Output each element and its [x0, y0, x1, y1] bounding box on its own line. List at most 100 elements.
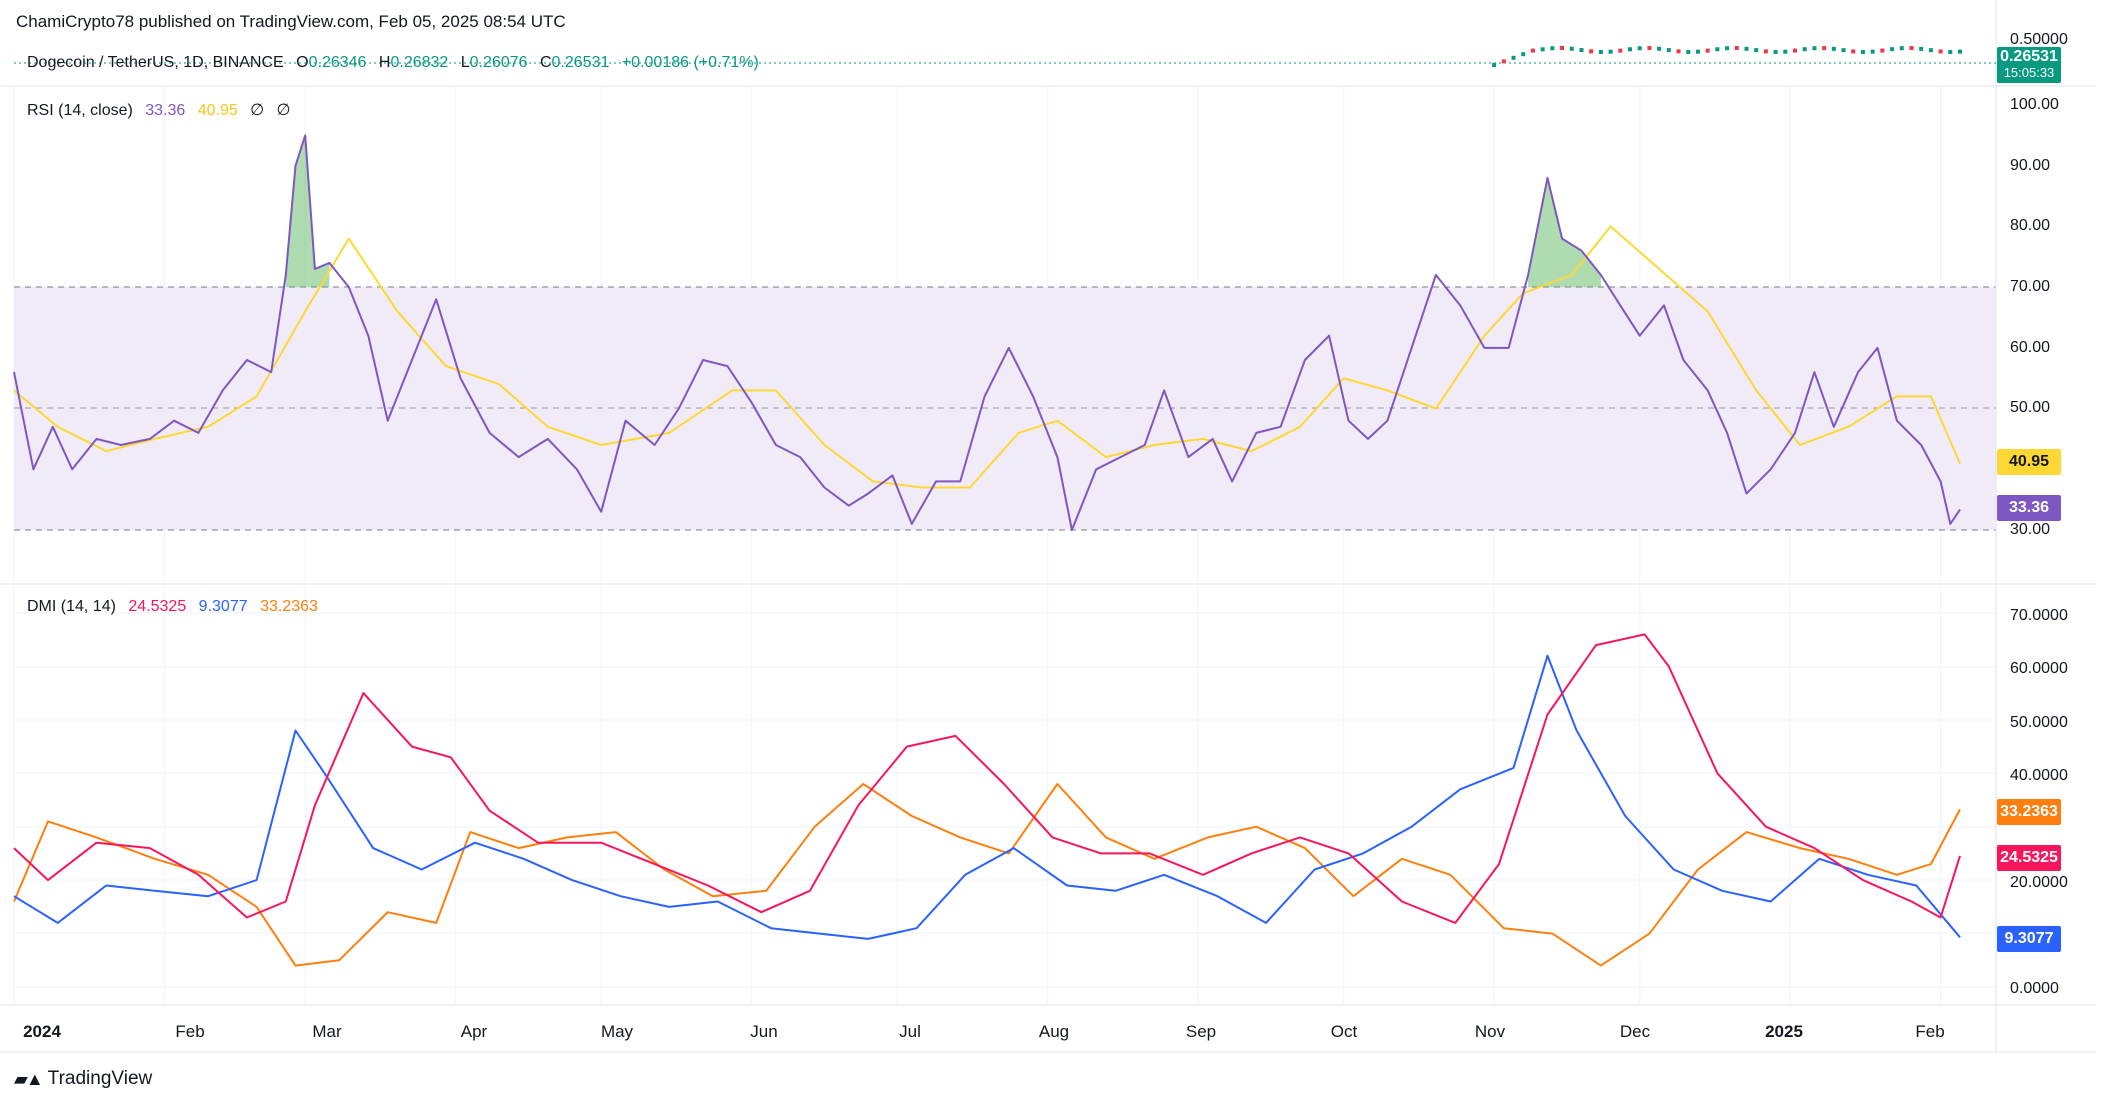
rsi-ma-line	[13, 225, 1961, 489]
time-label: May	[600, 1022, 634, 1041]
rsi-axis-label: 60.00	[2010, 339, 2051, 356]
price-candle	[1725, 46, 1730, 51]
time-label: Dec	[1619, 1022, 1651, 1041]
dmi-axis-label: 50.0000	[2010, 714, 2068, 731]
price-legend[interactable]: Dogecoin / TetherUS, 1D, BINANCE O0.2634…	[27, 54, 767, 72]
price-candle	[1676, 49, 1681, 54]
price-candle	[1705, 48, 1710, 53]
rsi-na-1: ∅	[250, 102, 265, 119]
dmi-axis-label: 0.0000	[2010, 980, 2059, 997]
dmi-axis-label: 20.0000	[2010, 874, 2068, 891]
price-candle	[1657, 46, 1662, 51]
high-value: 0.26832	[390, 54, 449, 71]
minus-di-tag: 9.3077	[1997, 926, 2061, 952]
minus-di-line	[13, 654, 1961, 940]
price-candle	[1773, 49, 1778, 54]
price-candle	[1754, 48, 1759, 53]
dmi-axis-label: 70.0000	[2010, 607, 2068, 624]
price-candle	[1880, 48, 1885, 53]
price-candle	[1958, 49, 1962, 54]
time-label-2024: 2024	[23, 1022, 61, 1041]
price-candle	[1511, 55, 1516, 60]
open-value: 0.26346	[308, 54, 367, 71]
rsi-na-2: ∅	[276, 102, 291, 119]
rsi-axis-label: 70.00	[2010, 278, 2051, 295]
overbought-fill	[285, 135, 330, 288]
chart-grid	[13, 86, 1996, 1005]
time-label-2025: 2025	[1765, 1022, 1803, 1041]
price-candle	[1618, 48, 1623, 53]
rsi-value: 33.36	[145, 102, 186, 119]
price-candle	[1666, 48, 1671, 53]
rsi-axis-label: 50.00	[2010, 399, 2051, 416]
price-candle	[1831, 46, 1836, 51]
time-label: Feb	[175, 1022, 205, 1041]
price-candle	[1948, 49, 1953, 54]
price-candle	[1812, 46, 1817, 51]
price-tag: 0.26531 15:05:33	[1997, 47, 2061, 83]
rsi-line	[13, 134, 1961, 531]
price-candle	[1870, 49, 1875, 54]
low-label: L	[460, 54, 470, 71]
price-candle	[1579, 48, 1584, 53]
time-label: Aug	[1038, 1022, 1070, 1041]
footer-branding[interactable]: ▰▲ TradingView	[14, 1068, 152, 1090]
price-candle	[1860, 49, 1865, 54]
time-label: Sep	[1185, 1022, 1217, 1041]
price-candle	[1734, 46, 1739, 51]
close-label: C	[539, 54, 552, 71]
dmi-axis-label: 60.0000	[2010, 660, 2068, 677]
price-candle	[1928, 48, 1933, 53]
dmi-title[interactable]: DMI (14, 14)	[27, 598, 116, 615]
symbol-name[interactable]: Dogecoin / TetherUS, 1D, BINANCE	[27, 54, 284, 71]
rsi-ma-tag: 40.95	[1997, 449, 2061, 475]
price-candle	[1492, 63, 1497, 67]
high-label: H	[378, 54, 391, 71]
price-candle	[1569, 46, 1574, 51]
price-candle	[1550, 46, 1555, 51]
publish-info: ChamiCrypto78 published on TradingView.c…	[16, 12, 566, 31]
price-tag-value: 0.26531	[2000, 48, 2058, 65]
rsi-axis-label: 30.00	[2010, 521, 2051, 538]
price-candle	[1909, 46, 1914, 51]
time-label: Apr	[460, 1022, 488, 1041]
price-candle	[1540, 47, 1545, 52]
price-candles	[1492, 46, 1962, 67]
rsi-axis-label: 90.00	[2010, 157, 2051, 174]
price-candle	[1686, 49, 1691, 54]
rsi-ma-value: 40.95	[197, 102, 238, 119]
price-candle	[1851, 49, 1856, 54]
time-label: Mar	[312, 1022, 342, 1041]
price-axis-top-label: 0.50000	[2010, 31, 2068, 48]
tradingview-logo-icon: ▰▲	[14, 1068, 44, 1089]
adx-tag: 33.2363	[1997, 799, 2061, 825]
price-candle	[1802, 47, 1807, 52]
rsi-title[interactable]: RSI (14, close)	[27, 102, 133, 119]
price-candle	[1938, 49, 1943, 54]
price-candle	[1919, 46, 1924, 51]
price-change: +0.00186 (+0.71%)	[621, 54, 759, 71]
price-candle	[1841, 48, 1846, 53]
price-candle	[1647, 46, 1652, 51]
dmi-legend[interactable]: DMI (14, 14) 24.5325 9.3077 33.2363	[27, 598, 326, 616]
minus-di-value: 9.3077	[198, 598, 248, 615]
price-candle	[1598, 49, 1603, 54]
footer-brand-text: TradingView	[47, 1068, 153, 1089]
rsi-legend[interactable]: RSI (14, close) 33.36 40.95 ∅ ∅	[27, 100, 299, 120]
price-candle	[1763, 49, 1768, 54]
rsi-tag: 33.36	[1997, 495, 2061, 521]
price-candle	[1589, 49, 1594, 54]
plus-di-tag: 24.5325	[1997, 845, 2061, 871]
plus-di-line	[13, 633, 1961, 924]
rsi-axis-label: 80.00	[2010, 217, 2051, 234]
time-label: Feb	[1915, 1022, 1945, 1041]
rsi-axis-label: 100.00	[2010, 96, 2059, 113]
time-label: Nov	[1474, 1022, 1506, 1041]
countdown: 15:05:33	[2003, 65, 2055, 80]
price-candle	[1793, 48, 1798, 53]
price-candle	[1890, 47, 1895, 52]
adx-line	[13, 783, 1961, 967]
dmi-axis-label: 40.0000	[2010, 767, 2068, 784]
low-value: 0.26076	[469, 54, 528, 71]
